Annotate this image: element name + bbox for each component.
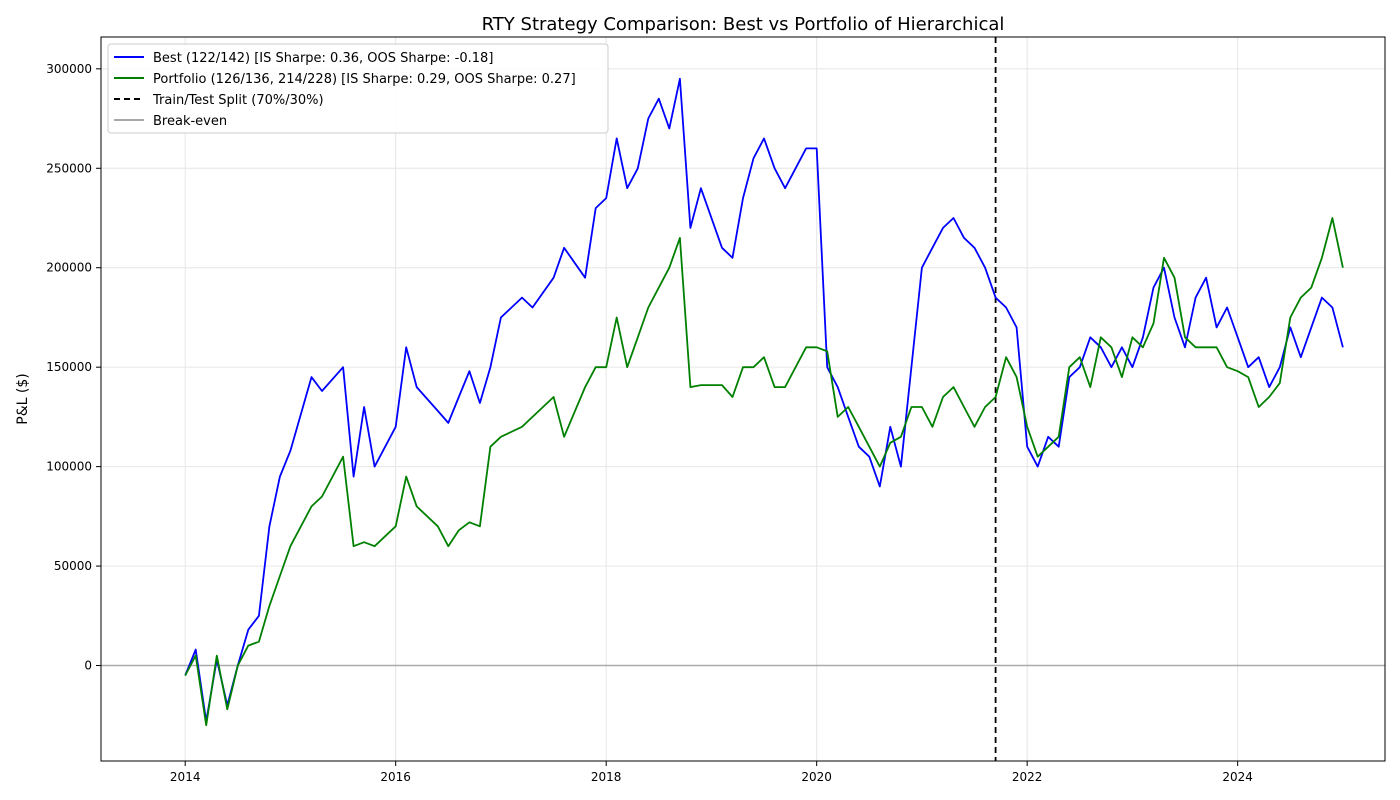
legend-label-portfolio: Portfolio (126/136, 214/228) [IS Sharpe:… bbox=[153, 72, 576, 87]
y-axis-label: P&L ($) bbox=[15, 373, 31, 424]
x-tick-label: 2022 bbox=[1012, 770, 1043, 784]
y-tick-label: 300000 bbox=[46, 62, 92, 76]
x-tick-label: 2014 bbox=[170, 770, 201, 784]
series-layer bbox=[184, 77, 1344, 727]
legend: Best (122/142) [IS Sharpe: 0.36, OOS Sha… bbox=[107, 43, 609, 134]
x-tick-label: 2020 bbox=[801, 770, 832, 784]
x-tick-label: 2024 bbox=[1222, 770, 1253, 784]
y-tick-label: 250000 bbox=[46, 161, 92, 175]
legend-label-best: Best (122/142) [IS Sharpe: 0.36, OOS Sha… bbox=[153, 51, 493, 66]
series-line-best bbox=[184, 77, 1344, 723]
legend-label-break-even: Break-even bbox=[153, 114, 227, 129]
plot-frame bbox=[100, 36, 1386, 762]
x-tick-label: 2018 bbox=[591, 770, 622, 784]
legend-box bbox=[107, 43, 609, 134]
y-tick-label: 100000 bbox=[46, 460, 92, 474]
x-tick-label: 2016 bbox=[380, 770, 411, 784]
y-tick-label: 50000 bbox=[54, 559, 92, 573]
y-tick-label: 150000 bbox=[46, 360, 92, 374]
ticks-layer: 2014 2016 2018 2020 2022 2024 0 50000 100000 1500… bbox=[46, 62, 1253, 784]
series-line-portfolio bbox=[184, 217, 1344, 727]
chart-title: RTY Strategy Comparison: Best vs Portfol… bbox=[482, 14, 1005, 35]
reference-lines bbox=[101, 37, 1385, 761]
grid-layer bbox=[101, 37, 1385, 761]
y-tick-label: 200000 bbox=[46, 261, 92, 275]
y-tick-label: 0 bbox=[84, 659, 92, 673]
legend-label-split: Train/Test Split (70%/30%) bbox=[152, 93, 324, 108]
